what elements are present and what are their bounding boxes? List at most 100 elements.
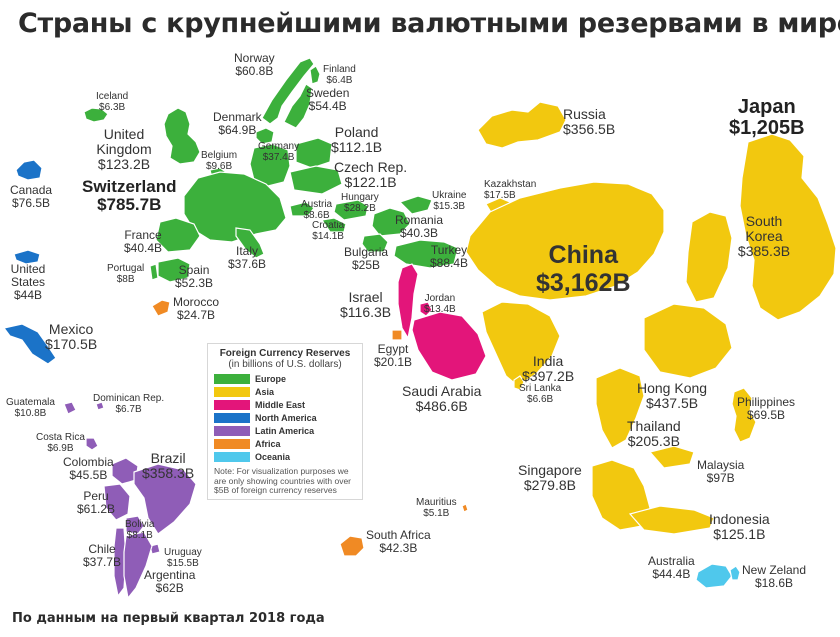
country-value: $42.3B: [379, 541, 418, 555]
label-indonesia: Indonesia $125.1B: [709, 512, 770, 542]
country-value: $52.3B: [175, 276, 214, 290]
legend-label: Asia: [255, 387, 275, 397]
hungary-shape: [333, 199, 369, 221]
china-shape: [465, 181, 665, 301]
legend-swatch: [214, 426, 250, 436]
country-name: Japan: [737, 96, 796, 118]
country-value: $8.6B: [303, 210, 330, 221]
legend-label: Middle East: [255, 400, 306, 410]
country-value: $20.1B: [374, 355, 413, 369]
country-name: Croatia: [312, 220, 345, 231]
legend-subtitle: (in billions of U.S. dollars): [228, 359, 342, 370]
country-value: $15.5B: [167, 558, 199, 569]
legend-swatch: [214, 413, 250, 423]
legend-note: Note: For visualization purposes we are …: [214, 466, 352, 495]
label-israel: Israel $116.3B: [340, 290, 391, 320]
legend-label: Oceania: [255, 452, 291, 462]
label-spain: Spain $52.3B: [175, 264, 213, 290]
legend-swatch: [214, 439, 250, 449]
country-name: Turkey: [430, 243, 468, 257]
country-value: $112.1B: [331, 139, 383, 155]
country-name: Argentina: [144, 568, 196, 582]
legend-box: Foreign Currency Reserves (in billions o…: [207, 343, 363, 500]
country-name: Italy: [236, 244, 259, 258]
morocco-shape: [151, 299, 171, 317]
country-name: Australia: [648, 554, 695, 568]
label-mauritius: Mauritius $5.1B: [416, 497, 457, 519]
label-sri-lanka: Sri Lanka $6.6B: [519, 383, 561, 405]
peru-shape: [103, 483, 131, 521]
australia-shape: [695, 563, 733, 589]
country-value: $486.6B: [415, 398, 468, 414]
chile-shape: [113, 527, 127, 598]
czech-shape: [289, 165, 343, 195]
label-denmark: Denmark $64.9B: [213, 111, 262, 137]
country-name: Hungary: [341, 192, 379, 203]
country-name: Mexico: [48, 321, 94, 337]
country-name: Hong Kong: [637, 380, 708, 396]
country-name: Morocco: [173, 295, 220, 309]
label-austria: Austria $8.6B: [301, 199, 332, 221]
label-saudi-arabia: Saudi Arabia $486.6B: [402, 384, 481, 414]
label-colombia: Colombia $45.5B: [63, 456, 114, 482]
legend-item-asia: Asia: [214, 386, 356, 398]
country-name: Portugal: [107, 263, 145, 274]
mexico-shape: [2, 323, 57, 365]
middle-east-shapes: [397, 263, 487, 381]
label-dominican: Dominican Rep. $6.7B: [93, 393, 164, 415]
label-thailand: Thailand $205.3B: [627, 419, 681, 449]
country-value: $88.4B: [430, 256, 469, 270]
bulgaria-shape: [361, 233, 389, 253]
label-usa: United States $44B: [8, 263, 48, 302]
country-name: Peru: [83, 489, 109, 503]
label-brazil: Brazil $358.3B: [142, 451, 194, 481]
label-germany: Germany $37.4B: [258, 141, 299, 163]
country-name: Mauritius: [416, 497, 457, 508]
country-value: $116.3B: [340, 304, 392, 320]
latin-america-shapes: [63, 401, 197, 600]
oceania-shapes: [695, 563, 741, 589]
country-name: Kazakhstan: [484, 179, 537, 190]
legend-label: North America: [255, 413, 317, 423]
country-name: Thailand: [627, 418, 681, 434]
label-japan: Japan $1,205B: [729, 97, 805, 139]
india-shape: [481, 301, 561, 387]
malaysia-shape: [648, 445, 695, 469]
label-hungary: Hungary $28.2B: [341, 192, 379, 214]
japan-shape: [739, 133, 837, 321]
legend-swatch: [214, 387, 250, 397]
egypt-shape: [391, 329, 403, 341]
legend-title: Foreign Currency Reserves: [219, 348, 351, 359]
country-value: $15.3B: [433, 201, 466, 212]
label-philippines: Philippines $69.5B: [737, 396, 795, 422]
label-malaysia: Malaysia $97B: [697, 459, 744, 485]
country-value: $61.2B: [77, 502, 116, 516]
country-name: Spain: [178, 263, 210, 277]
country-value: $60.8B: [235, 64, 274, 78]
country-value: $25B: [352, 258, 381, 272]
legend-item-north-america: North America: [214, 412, 356, 424]
country-value: $97B: [706, 471, 735, 485]
country-name: Guatemala: [6, 397, 55, 408]
label-south-africa: South Africa $42.3B: [366, 529, 431, 555]
country-name: Uruguay: [164, 547, 202, 558]
country-name: United States: [10, 262, 46, 289]
label-mexico: Mexico $170.5B: [45, 322, 97, 352]
label-singapore: Singapore $279.8B: [518, 463, 582, 493]
label-russia: Russia $356.5B: [563, 107, 615, 137]
label-finland: Finland $6.4B: [323, 64, 356, 86]
sri-lanka-shape: [513, 375, 525, 391]
label-new-zealand: New Zeland $18.6B: [742, 564, 806, 590]
country-name: Iceland: [96, 91, 129, 102]
label-romania: Romania $40.3B: [395, 214, 443, 240]
country-name: Brazil: [150, 450, 186, 466]
indonesia-shape: [628, 505, 715, 535]
finland-shape: [309, 65, 321, 85]
label-guatemala: Guatemala $10.8B: [6, 397, 55, 419]
country-value: $14.1B: [312, 231, 344, 242]
sweden-shape: [283, 83, 313, 129]
country-name: Jordan: [424, 293, 456, 304]
label-norway: Norway $60.8B: [234, 52, 275, 78]
label-australia: Australia $44.4B: [648, 555, 695, 581]
spain-shape: [157, 257, 191, 283]
